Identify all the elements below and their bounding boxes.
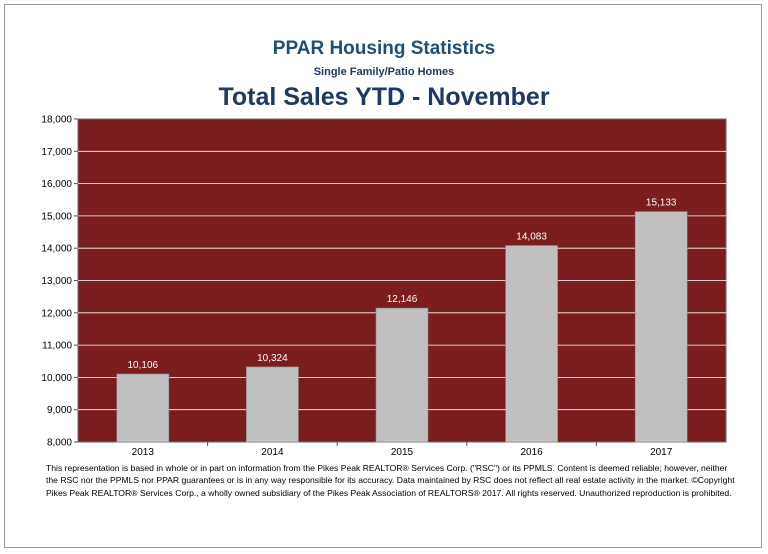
y-tick-label: 10,000 (41, 373, 72, 384)
disclaimer-text: This representation is based in whole or… (46, 463, 735, 498)
data-label: 14,083 (516, 232, 547, 243)
y-tick-label: 8,000 (47, 438, 72, 449)
y-tick-label: 18,000 (41, 115, 72, 126)
bar (634, 211, 688, 443)
y-axis-ticks: 8,000 9,000 10,000 11,000 12,000 13,000 14,000… (41, 115, 78, 449)
data-labels: 10,106 10,324 12,146 14,083 15,133 (128, 198, 677, 371)
bar (375, 307, 429, 443)
y-tick-label: 17,000 (41, 147, 72, 158)
x-tick-label: 2017 (650, 447, 673, 458)
x-axis-ticks: 2013 2014 2015 2016 2017 (132, 442, 673, 458)
y-tick-label: 16,000 (41, 179, 72, 190)
data-label: 15,133 (646, 198, 677, 209)
bar (116, 373, 170, 443)
y-tick-label: 13,000 (41, 276, 72, 287)
data-label: 10,106 (128, 360, 159, 371)
bar (246, 366, 299, 443)
x-tick-label: 2013 (132, 447, 155, 458)
page-subtitle: Single Family/Patio Homes (313, 66, 455, 78)
y-tick-label: 9,000 (47, 405, 72, 416)
bars (116, 211, 688, 443)
y-tick-label: 14,000 (41, 244, 72, 255)
y-tick-label: 11,000 (42, 341, 72, 352)
page-title: PPAR Housing Statistics (272, 38, 496, 59)
y-tick-label: 12,000 (41, 308, 72, 319)
x-tick-label: 2015 (391, 447, 414, 458)
x-tick-label: 2014 (261, 447, 284, 458)
chart-title: Total Sales YTD - November (218, 83, 550, 111)
data-label: 10,324 (257, 353, 288, 364)
x-tick-label: 2016 (520, 447, 543, 458)
data-label: 12,146 (387, 294, 418, 305)
bar (505, 245, 558, 443)
y-tick-label: 15,000 (41, 211, 72, 222)
